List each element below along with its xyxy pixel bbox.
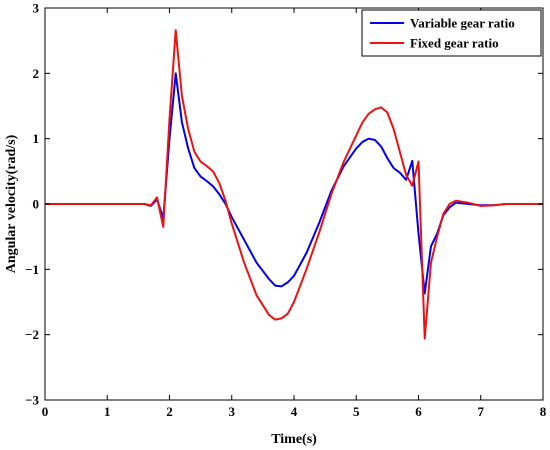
legend-box (361, 9, 542, 57)
y-tick-label: 1 (33, 131, 40, 146)
series-line-1 (45, 72, 543, 295)
legend-label-2: Fixed gear ratio (410, 36, 499, 51)
plot-area (45, 29, 543, 340)
series-line-2 (45, 29, 543, 340)
x-tick-label: 4 (291, 404, 298, 419)
y-axis-label: Angular velocity(rad/s) (4, 134, 19, 273)
y-tick-label: 2 (33, 66, 40, 81)
y-tick-label: 3 (33, 1, 40, 16)
x-tick-label: 3 (229, 404, 236, 419)
x-tick-label: 2 (166, 404, 173, 419)
axes: 0 1 2 3 4 5 6 7 8 3 2 1 0 −1 −2 −3 (25, 1, 547, 420)
legend: Variable gear ratio Fixed gear ratio (361, 9, 542, 57)
y-tick-label: 0 (33, 197, 40, 212)
y-tick-label: −1 (25, 262, 39, 277)
x-tick-label: 6 (415, 404, 422, 419)
x-axis-label: Time(s) (271, 432, 317, 447)
x-tick-label: 7 (478, 404, 485, 419)
y-tick-label: −3 (25, 393, 39, 408)
x-tick-label: 0 (42, 404, 49, 419)
x-tick-label: 8 (540, 404, 547, 419)
y-tick-label: −2 (25, 327, 39, 342)
x-tick-label: 5 (353, 404, 360, 419)
x-tick-label: 1 (104, 404, 111, 419)
legend-label-1: Variable gear ratio (410, 16, 515, 31)
